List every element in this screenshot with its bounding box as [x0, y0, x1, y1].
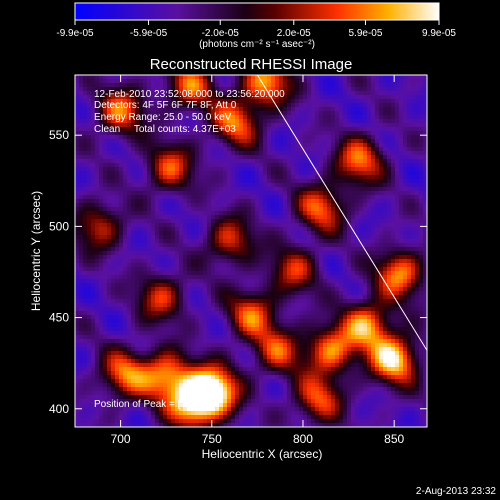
colorbar: -9.9e-05 -5.9e-05 -2.0e-05 2.0e-05 5.9e-05 9.…: [56, 2, 456, 50]
x-tick-label: 750: [202, 432, 222, 446]
solar-limb-line: [256, 75, 427, 351]
colorbar-tick-label: 2.0e-05: [277, 28, 311, 39]
plot-area: 700 750 800 850 400 450 500 550 12-Feb-2010 23:…: [49, 74, 428, 446]
colorbar-ticks: -9.9e-05 -5.9e-05 -2.0e-05 2.0e-05 5.9e-05 9.…: [56, 20, 456, 39]
x-axis-label: Heliocentric X (arcsec): [202, 447, 323, 461]
plot-frame: [74, 74, 428, 428]
colorbar-tick-label: 5.9e-05: [349, 28, 383, 39]
colorbar-tick-label: -9.9e-05: [56, 28, 94, 39]
annotation-detectors: Detectors: 4F 5F 6F 7F 8F, Att 0: [94, 100, 237, 111]
x-tick-label: 800: [293, 432, 313, 446]
y-tick-label: 400: [49, 402, 69, 416]
x-tick-label: 700: [111, 432, 131, 446]
annotation-energy: Energy Range: 25.0 - 50.0 keV: [94, 112, 232, 123]
colorbar-tick-label: -5.9e-05: [130, 28, 168, 39]
axis-ticks: 700 750 800 850 400 450 500 550: [49, 75, 427, 446]
footer-date: 2-Aug-2013 23:32: [416, 486, 497, 497]
colorbar-gradient: [74, 2, 440, 21]
annotation-counts: Clean Total counts: 4.37E+03: [94, 124, 236, 135]
y-tick-label: 500: [49, 219, 69, 233]
heatmap-image: [75, 75, 427, 427]
colorbar-units: (photons cm⁻² s⁻¹ asec⁻²): [199, 39, 315, 50]
colorbar-tick-label: -2.0e-05: [202, 28, 240, 39]
y-tick-label: 450: [49, 311, 69, 325]
x-tick-label: 850: [384, 432, 404, 446]
peak-position-label: Position of Peak = [751,410]: [94, 399, 220, 410]
y-axis-label: Heliocentric Y (arcsec): [29, 191, 43, 311]
info-annotations: 12-Feb-2010 23:52:08.000 to 23:56:20.000…: [94, 89, 285, 410]
annotation-time: 12-Feb-2010 23:52:08.000 to 23:56:20.000: [94, 89, 285, 100]
colorbar-tick-label: 9.9e-05: [422, 28, 456, 39]
y-tick-label: 550: [49, 128, 69, 142]
chart-title: Reconstructed RHESSI Image: [150, 56, 353, 73]
